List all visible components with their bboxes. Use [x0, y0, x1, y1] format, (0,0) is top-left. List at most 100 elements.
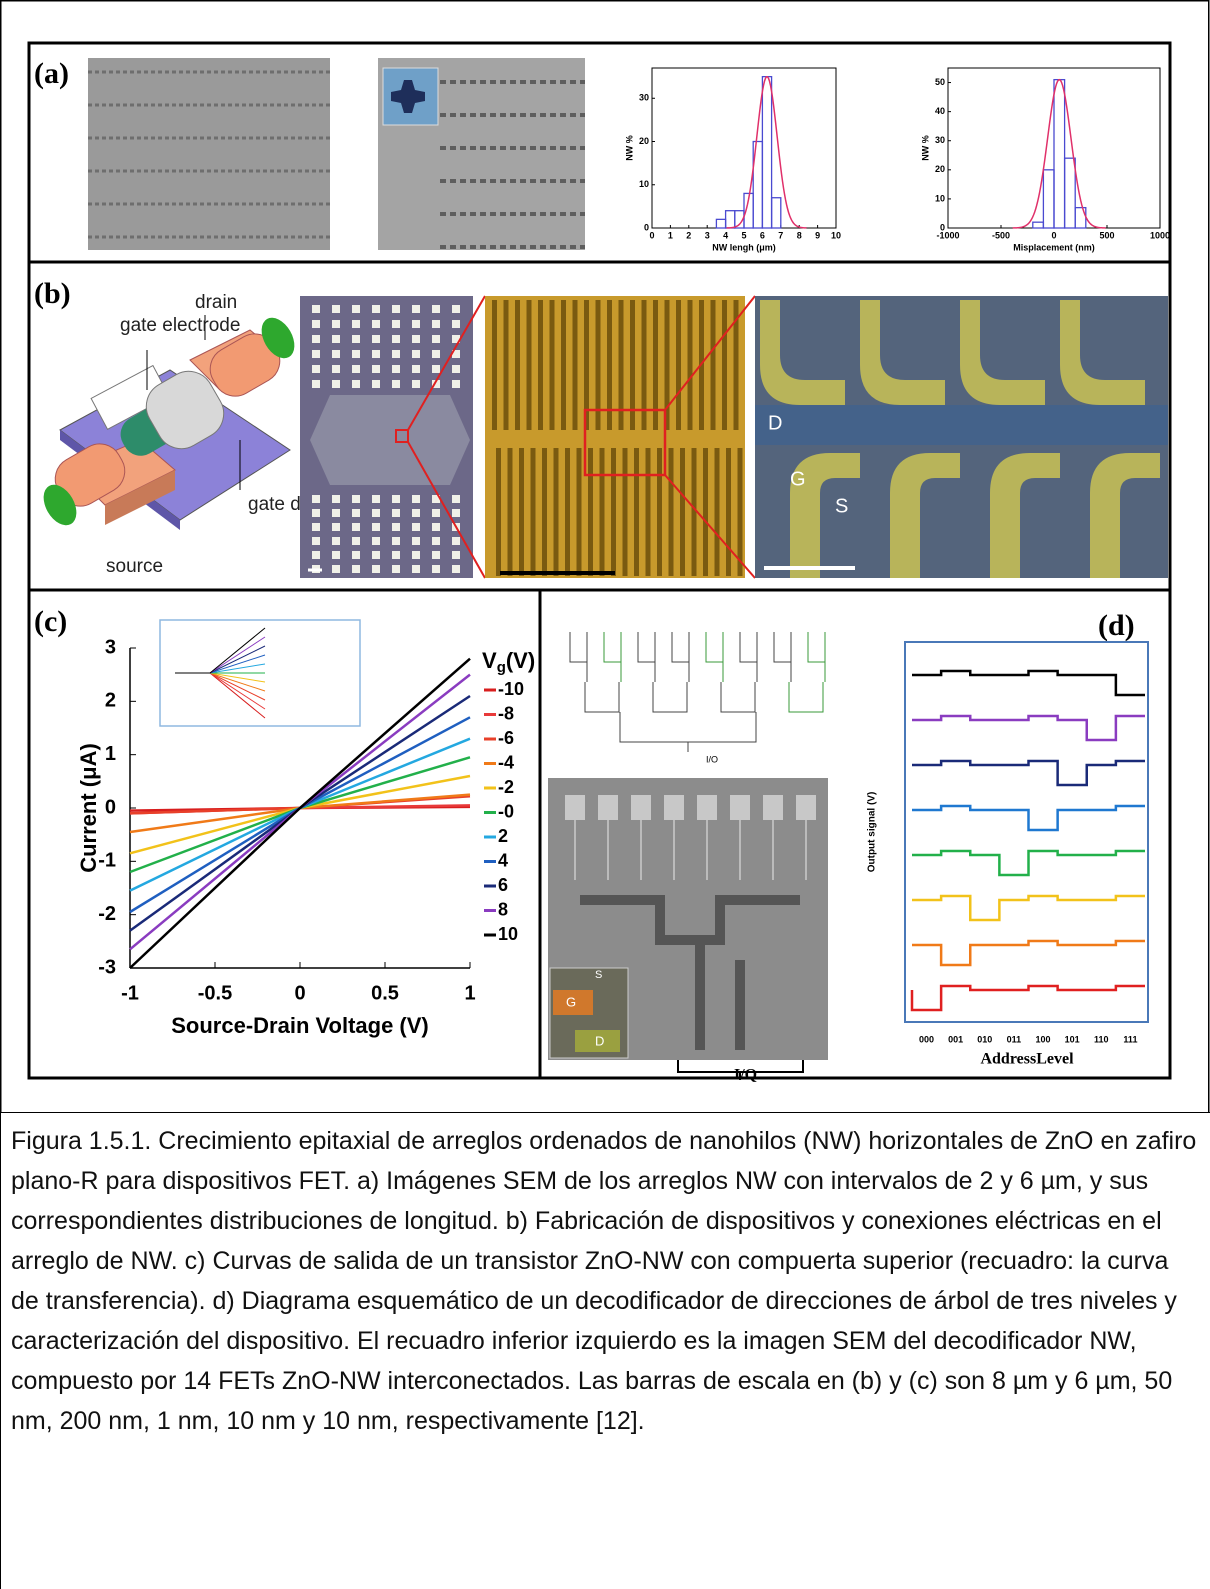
x-tick-label: 2	[686, 230, 691, 240]
legend-title: Vg(V)	[482, 648, 535, 676]
panel-label: (c)	[34, 605, 67, 638]
x-tick-label: 500	[1099, 230, 1114, 240]
wire	[604, 632, 621, 682]
x-tick-label: 0.5	[371, 982, 399, 1004]
pad	[432, 537, 440, 545]
pad	[332, 565, 340, 573]
pad	[392, 380, 400, 388]
sem-pad	[697, 795, 717, 820]
pad	[412, 380, 420, 388]
inset-label: G	[566, 994, 576, 1009]
y-tick-label: 3	[105, 636, 116, 658]
pad	[312, 509, 320, 517]
wire	[672, 632, 689, 682]
pad	[452, 509, 460, 517]
sem-pad	[565, 795, 585, 820]
pad	[452, 537, 460, 545]
pad	[352, 320, 360, 328]
wire	[808, 632, 825, 682]
pad	[412, 495, 420, 503]
pad	[332, 380, 340, 388]
wire	[706, 632, 723, 682]
pad	[312, 350, 320, 358]
series-line	[130, 757, 470, 872]
y-axis-label: NW %	[624, 135, 634, 161]
pad	[432, 523, 440, 531]
chip-center	[310, 395, 470, 485]
y-tick-label: 0	[644, 222, 649, 232]
sem-label: G	[790, 468, 806, 490]
wire	[638, 632, 655, 682]
pad	[432, 551, 440, 559]
x-axis-label: NW lengh (μm)	[712, 242, 776, 252]
x-tick-label: -1	[121, 982, 139, 1004]
pad	[352, 380, 360, 388]
pad	[412, 320, 420, 328]
pad	[352, 495, 360, 503]
wire	[653, 682, 687, 712]
pad	[412, 523, 420, 531]
legend-label: -8	[498, 703, 514, 723]
pad	[432, 350, 440, 358]
pad	[352, 565, 360, 573]
pad	[352, 523, 360, 531]
series-line	[130, 696, 470, 931]
pad	[452, 495, 460, 503]
y-tick-label: 30	[935, 135, 945, 145]
pad	[372, 523, 380, 531]
pad	[452, 551, 460, 559]
panel-label: (a)	[34, 57, 69, 90]
sem-pad	[763, 795, 783, 820]
pad	[392, 350, 400, 358]
x-tick-label: 0	[1051, 230, 1056, 240]
y-tick-label: 20	[639, 136, 649, 146]
sem-label: S	[835, 495, 848, 517]
series-line	[130, 717, 470, 912]
y-tick-label: -2	[98, 903, 116, 925]
sem-pad	[631, 795, 651, 820]
sem-pad	[598, 795, 618, 820]
pad	[392, 537, 400, 545]
pad	[392, 523, 400, 531]
page: {"figure":{ "a":{"label":"(a)", "hist1":…	[0, 0, 1210, 1589]
pad	[392, 551, 400, 559]
x-tick-label: 010	[977, 1034, 992, 1044]
pad	[352, 537, 360, 545]
x-tick-label: 1	[668, 230, 673, 240]
finger	[554, 448, 559, 576]
finger	[703, 448, 708, 576]
pad	[332, 495, 340, 503]
finger	[623, 448, 628, 576]
figure-caption: Figura 1.5.1. Crecimiento epitaxial de a…	[0, 1112, 1210, 1589]
x-tick-label: 011	[1007, 1034, 1022, 1044]
pad	[332, 537, 340, 545]
finger	[577, 448, 582, 576]
panel-label: (b)	[34, 277, 71, 310]
pad	[412, 565, 420, 573]
pad	[452, 320, 460, 328]
sem-pad	[730, 795, 750, 820]
finger	[738, 448, 743, 576]
finger	[715, 448, 720, 576]
x-tick-label: 1	[464, 982, 475, 1004]
pad	[432, 320, 440, 328]
pad	[452, 380, 460, 388]
y-axis-label: Current (μA)	[76, 743, 101, 873]
pad	[392, 320, 400, 328]
wire	[774, 632, 791, 682]
pad	[312, 537, 320, 545]
legend-label: -4	[498, 752, 514, 772]
finger	[657, 448, 662, 576]
y-tick-label: 20	[935, 164, 945, 174]
sem-label: D	[768, 412, 782, 434]
x-tick-label: 1000	[1150, 230, 1170, 240]
pad	[332, 335, 340, 343]
pad	[312, 320, 320, 328]
finger	[527, 300, 532, 430]
pad	[352, 509, 360, 517]
sem-band	[755, 405, 1168, 445]
wire	[620, 712, 756, 752]
legend-label: 8	[498, 899, 508, 919]
pad	[332, 305, 340, 313]
y-tick-label: -3	[98, 956, 116, 978]
